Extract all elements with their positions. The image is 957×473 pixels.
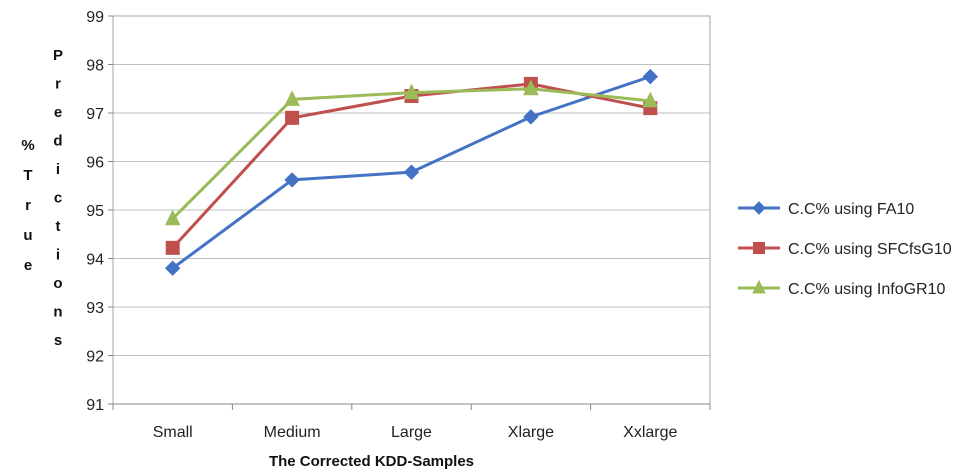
y-tick-label: 94 bbox=[86, 252, 104, 269]
y-tick-label: 91 bbox=[86, 397, 104, 414]
data-point-diamond bbox=[523, 109, 539, 125]
series-3 bbox=[164, 79, 659, 226]
y-axis-label-char: P bbox=[53, 47, 63, 64]
series-line bbox=[171, 87, 651, 220]
x-axis-label: The Corrected KDD-Samples bbox=[269, 453, 474, 470]
series-1 bbox=[164, 68, 659, 276]
y-axis-label-char: d bbox=[53, 133, 62, 150]
x-tick-label: Xlarge bbox=[508, 424, 554, 441]
data-point-diamond bbox=[284, 172, 300, 188]
data-point-triangle bbox=[523, 79, 539, 96]
data-point-square bbox=[165, 240, 180, 255]
grid-lines bbox=[113, 15, 710, 405]
data-point-diamond bbox=[752, 201, 766, 215]
x-tick-label: Medium bbox=[264, 424, 321, 441]
data-point-triangle bbox=[403, 83, 420, 100]
y-axis-label-char: r bbox=[25, 197, 31, 214]
legend-item: C.C% using InfoGR10 bbox=[738, 279, 946, 298]
y-axis-label-char: t bbox=[56, 218, 61, 235]
y-axis-label-char: e bbox=[24, 257, 32, 274]
y-tick-label: 97 bbox=[86, 106, 104, 123]
data-point-diamond bbox=[403, 164, 420, 180]
legend-label: C.C% using FA10 bbox=[788, 201, 914, 218]
y-axis-label-char: T bbox=[23, 167, 32, 184]
y-tick-label: 95 bbox=[86, 203, 104, 220]
y-axis-label-char: u bbox=[23, 227, 32, 244]
y-axis-label-char: s bbox=[54, 332, 62, 349]
data-point-triangle bbox=[642, 91, 659, 108]
y-axis-label-char: i bbox=[56, 247, 60, 264]
y-tick-labels: 91 92 93 94 95 96 97 98 99 bbox=[86, 9, 104, 414]
y-axis-label-char: c bbox=[54, 190, 62, 207]
data-point-triangle bbox=[752, 279, 766, 294]
y-axis-label-char: i bbox=[56, 161, 60, 178]
data-point-square bbox=[753, 242, 765, 254]
y-tick-label: 92 bbox=[86, 349, 104, 366]
data-point-square bbox=[285, 110, 300, 125]
x-tick-labels: Small Medium Large Xlarge Xxlarge bbox=[153, 424, 678, 441]
y-axis-label-char: o bbox=[53, 275, 62, 292]
y-axis-label-char: r bbox=[55, 76, 61, 93]
y-tick-label: 99 bbox=[86, 9, 104, 26]
data-point-diamond bbox=[164, 260, 181, 276]
legend-label: C.C% using InfoGR10 bbox=[788, 281, 946, 298]
data-point-triangle bbox=[284, 90, 300, 106]
x-tick-label: Large bbox=[391, 424, 432, 441]
legend: C.C% using FA10 C.C% using SFCfsG10 C.C% u… bbox=[738, 201, 952, 298]
y-tick-label: 98 bbox=[86, 58, 104, 75]
y-axis-label-char: n bbox=[53, 304, 62, 321]
y-axis-label-char: e bbox=[54, 104, 62, 121]
legend-item: C.C% using SFCfsG10 bbox=[738, 241, 952, 258]
x-tick-label: Xxlarge bbox=[623, 424, 677, 441]
y-tick-label: 93 bbox=[86, 300, 104, 317]
series bbox=[164, 68, 659, 276]
data-point-diamond bbox=[642, 68, 659, 85]
data-point-triangle bbox=[164, 209, 181, 226]
legend-label: C.C% using SFCfsG10 bbox=[788, 241, 952, 258]
y-tick-label: 96 bbox=[86, 155, 104, 172]
x-tick-label: Small bbox=[153, 424, 193, 441]
y-axis-label-char: % bbox=[21, 137, 34, 154]
axes bbox=[108, 15, 711, 410]
legend-item: C.C% using FA10 bbox=[738, 201, 914, 218]
